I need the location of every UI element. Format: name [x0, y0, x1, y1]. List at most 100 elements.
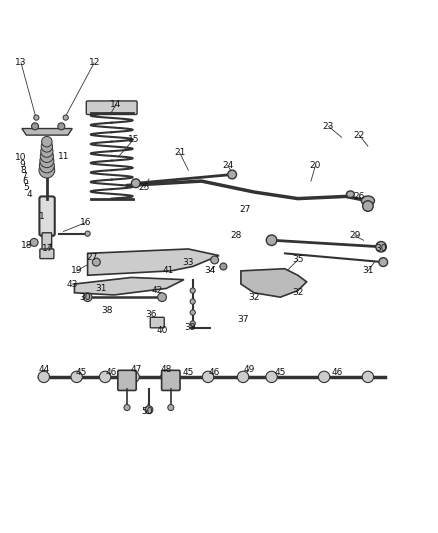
Circle shape — [190, 288, 195, 293]
Text: 20: 20 — [310, 161, 321, 170]
Circle shape — [220, 263, 227, 270]
Text: 37: 37 — [237, 314, 249, 324]
Circle shape — [237, 371, 249, 383]
Circle shape — [83, 293, 92, 302]
Text: 46: 46 — [332, 368, 343, 377]
Text: 29: 29 — [349, 231, 360, 240]
Text: 6: 6 — [22, 177, 28, 187]
Text: 24: 24 — [222, 161, 233, 170]
Circle shape — [124, 405, 130, 410]
Circle shape — [363, 201, 373, 211]
Circle shape — [128, 371, 139, 383]
Circle shape — [228, 170, 237, 179]
Circle shape — [376, 241, 386, 252]
Text: 48: 48 — [161, 365, 172, 374]
Text: 28: 28 — [231, 231, 242, 240]
Text: 27: 27 — [86, 253, 98, 262]
Text: 26: 26 — [353, 192, 365, 201]
Circle shape — [145, 406, 153, 414]
Text: 39: 39 — [185, 324, 196, 332]
Text: 21: 21 — [174, 148, 185, 157]
Text: 27: 27 — [240, 205, 251, 214]
Circle shape — [85, 231, 90, 236]
Circle shape — [202, 371, 214, 383]
Circle shape — [190, 299, 195, 304]
Circle shape — [38, 371, 49, 383]
Text: 47: 47 — [130, 365, 141, 374]
Text: 30: 30 — [80, 293, 91, 302]
Text: 7: 7 — [21, 172, 27, 181]
Text: 12: 12 — [88, 58, 100, 67]
Text: 13: 13 — [15, 58, 27, 67]
Text: 46: 46 — [106, 368, 117, 377]
FancyBboxPatch shape — [162, 370, 180, 391]
Circle shape — [168, 405, 174, 410]
Circle shape — [190, 321, 195, 326]
Circle shape — [58, 123, 65, 130]
Text: 9: 9 — [19, 159, 25, 168]
Ellipse shape — [346, 191, 354, 198]
Text: 18: 18 — [21, 241, 33, 250]
Text: 32: 32 — [248, 293, 260, 302]
Text: 34: 34 — [205, 266, 216, 276]
FancyBboxPatch shape — [150, 317, 164, 328]
FancyBboxPatch shape — [42, 233, 52, 252]
Text: 31: 31 — [95, 284, 106, 293]
Text: 38: 38 — [102, 306, 113, 315]
Circle shape — [40, 149, 53, 163]
Circle shape — [30, 238, 38, 246]
Circle shape — [39, 162, 55, 178]
Text: 15: 15 — [128, 135, 139, 144]
Circle shape — [41, 141, 53, 152]
Polygon shape — [241, 269, 307, 297]
Circle shape — [32, 123, 39, 130]
Polygon shape — [22, 128, 72, 135]
Circle shape — [99, 371, 111, 383]
Circle shape — [71, 371, 82, 383]
Text: 46: 46 — [209, 368, 220, 377]
Text: 4: 4 — [27, 190, 32, 199]
FancyBboxPatch shape — [86, 101, 137, 115]
Circle shape — [63, 115, 68, 120]
FancyBboxPatch shape — [118, 370, 136, 391]
Circle shape — [131, 179, 140, 188]
Text: 31: 31 — [362, 266, 374, 276]
Circle shape — [40, 154, 54, 168]
Text: 19: 19 — [71, 266, 82, 276]
Text: 33: 33 — [183, 257, 194, 266]
Text: 50: 50 — [141, 407, 152, 416]
Circle shape — [266, 371, 277, 383]
Text: 41: 41 — [163, 266, 174, 276]
Circle shape — [211, 256, 219, 264]
Polygon shape — [88, 249, 219, 275]
Text: 32: 32 — [292, 288, 304, 297]
Circle shape — [39, 158, 54, 173]
Circle shape — [318, 371, 330, 383]
Circle shape — [92, 258, 100, 266]
Circle shape — [190, 310, 195, 315]
Text: 25: 25 — [139, 183, 150, 192]
Text: 8: 8 — [20, 166, 26, 175]
Text: 44: 44 — [38, 365, 49, 374]
Circle shape — [161, 371, 172, 383]
Circle shape — [158, 293, 166, 302]
Text: 30: 30 — [375, 245, 387, 254]
FancyBboxPatch shape — [39, 197, 55, 236]
Circle shape — [41, 145, 53, 157]
FancyBboxPatch shape — [40, 249, 54, 259]
Text: 16: 16 — [80, 218, 91, 227]
Text: 35: 35 — [292, 255, 304, 264]
Text: 5: 5 — [23, 183, 29, 192]
Circle shape — [34, 115, 39, 120]
Text: 45: 45 — [183, 368, 194, 377]
Text: 17: 17 — [42, 245, 53, 254]
Text: 45: 45 — [75, 368, 87, 377]
Circle shape — [42, 136, 52, 147]
Text: 36: 36 — [145, 310, 157, 319]
Text: 10: 10 — [15, 154, 27, 163]
Text: 23: 23 — [323, 122, 334, 131]
Circle shape — [266, 235, 277, 246]
Text: 43: 43 — [67, 279, 78, 288]
Ellipse shape — [361, 196, 374, 206]
Polygon shape — [74, 278, 184, 295]
